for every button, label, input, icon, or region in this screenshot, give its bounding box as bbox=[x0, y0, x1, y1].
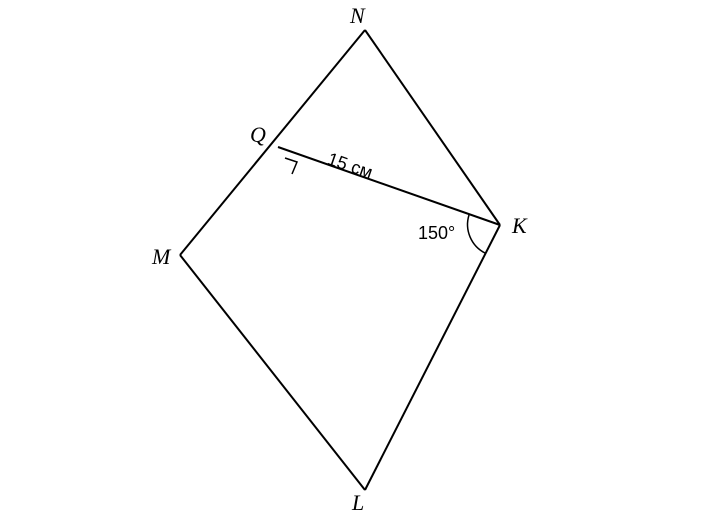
segment-QK bbox=[278, 147, 500, 225]
edge-LM bbox=[180, 255, 365, 490]
edge-KL bbox=[365, 225, 500, 490]
angle-arc bbox=[468, 215, 485, 253]
right-angle-marker bbox=[285, 158, 297, 174]
label-N: N bbox=[350, 3, 365, 29]
rhombus bbox=[180, 30, 500, 490]
label-angle-K: 150° bbox=[418, 223, 455, 244]
label-K: K bbox=[512, 213, 527, 239]
label-Q: Q bbox=[250, 122, 266, 148]
edge-MN bbox=[180, 30, 365, 255]
label-M: M bbox=[152, 244, 170, 270]
geometry-diagram bbox=[0, 0, 720, 513]
label-L: L bbox=[352, 490, 364, 516]
edge-NK bbox=[365, 30, 500, 225]
